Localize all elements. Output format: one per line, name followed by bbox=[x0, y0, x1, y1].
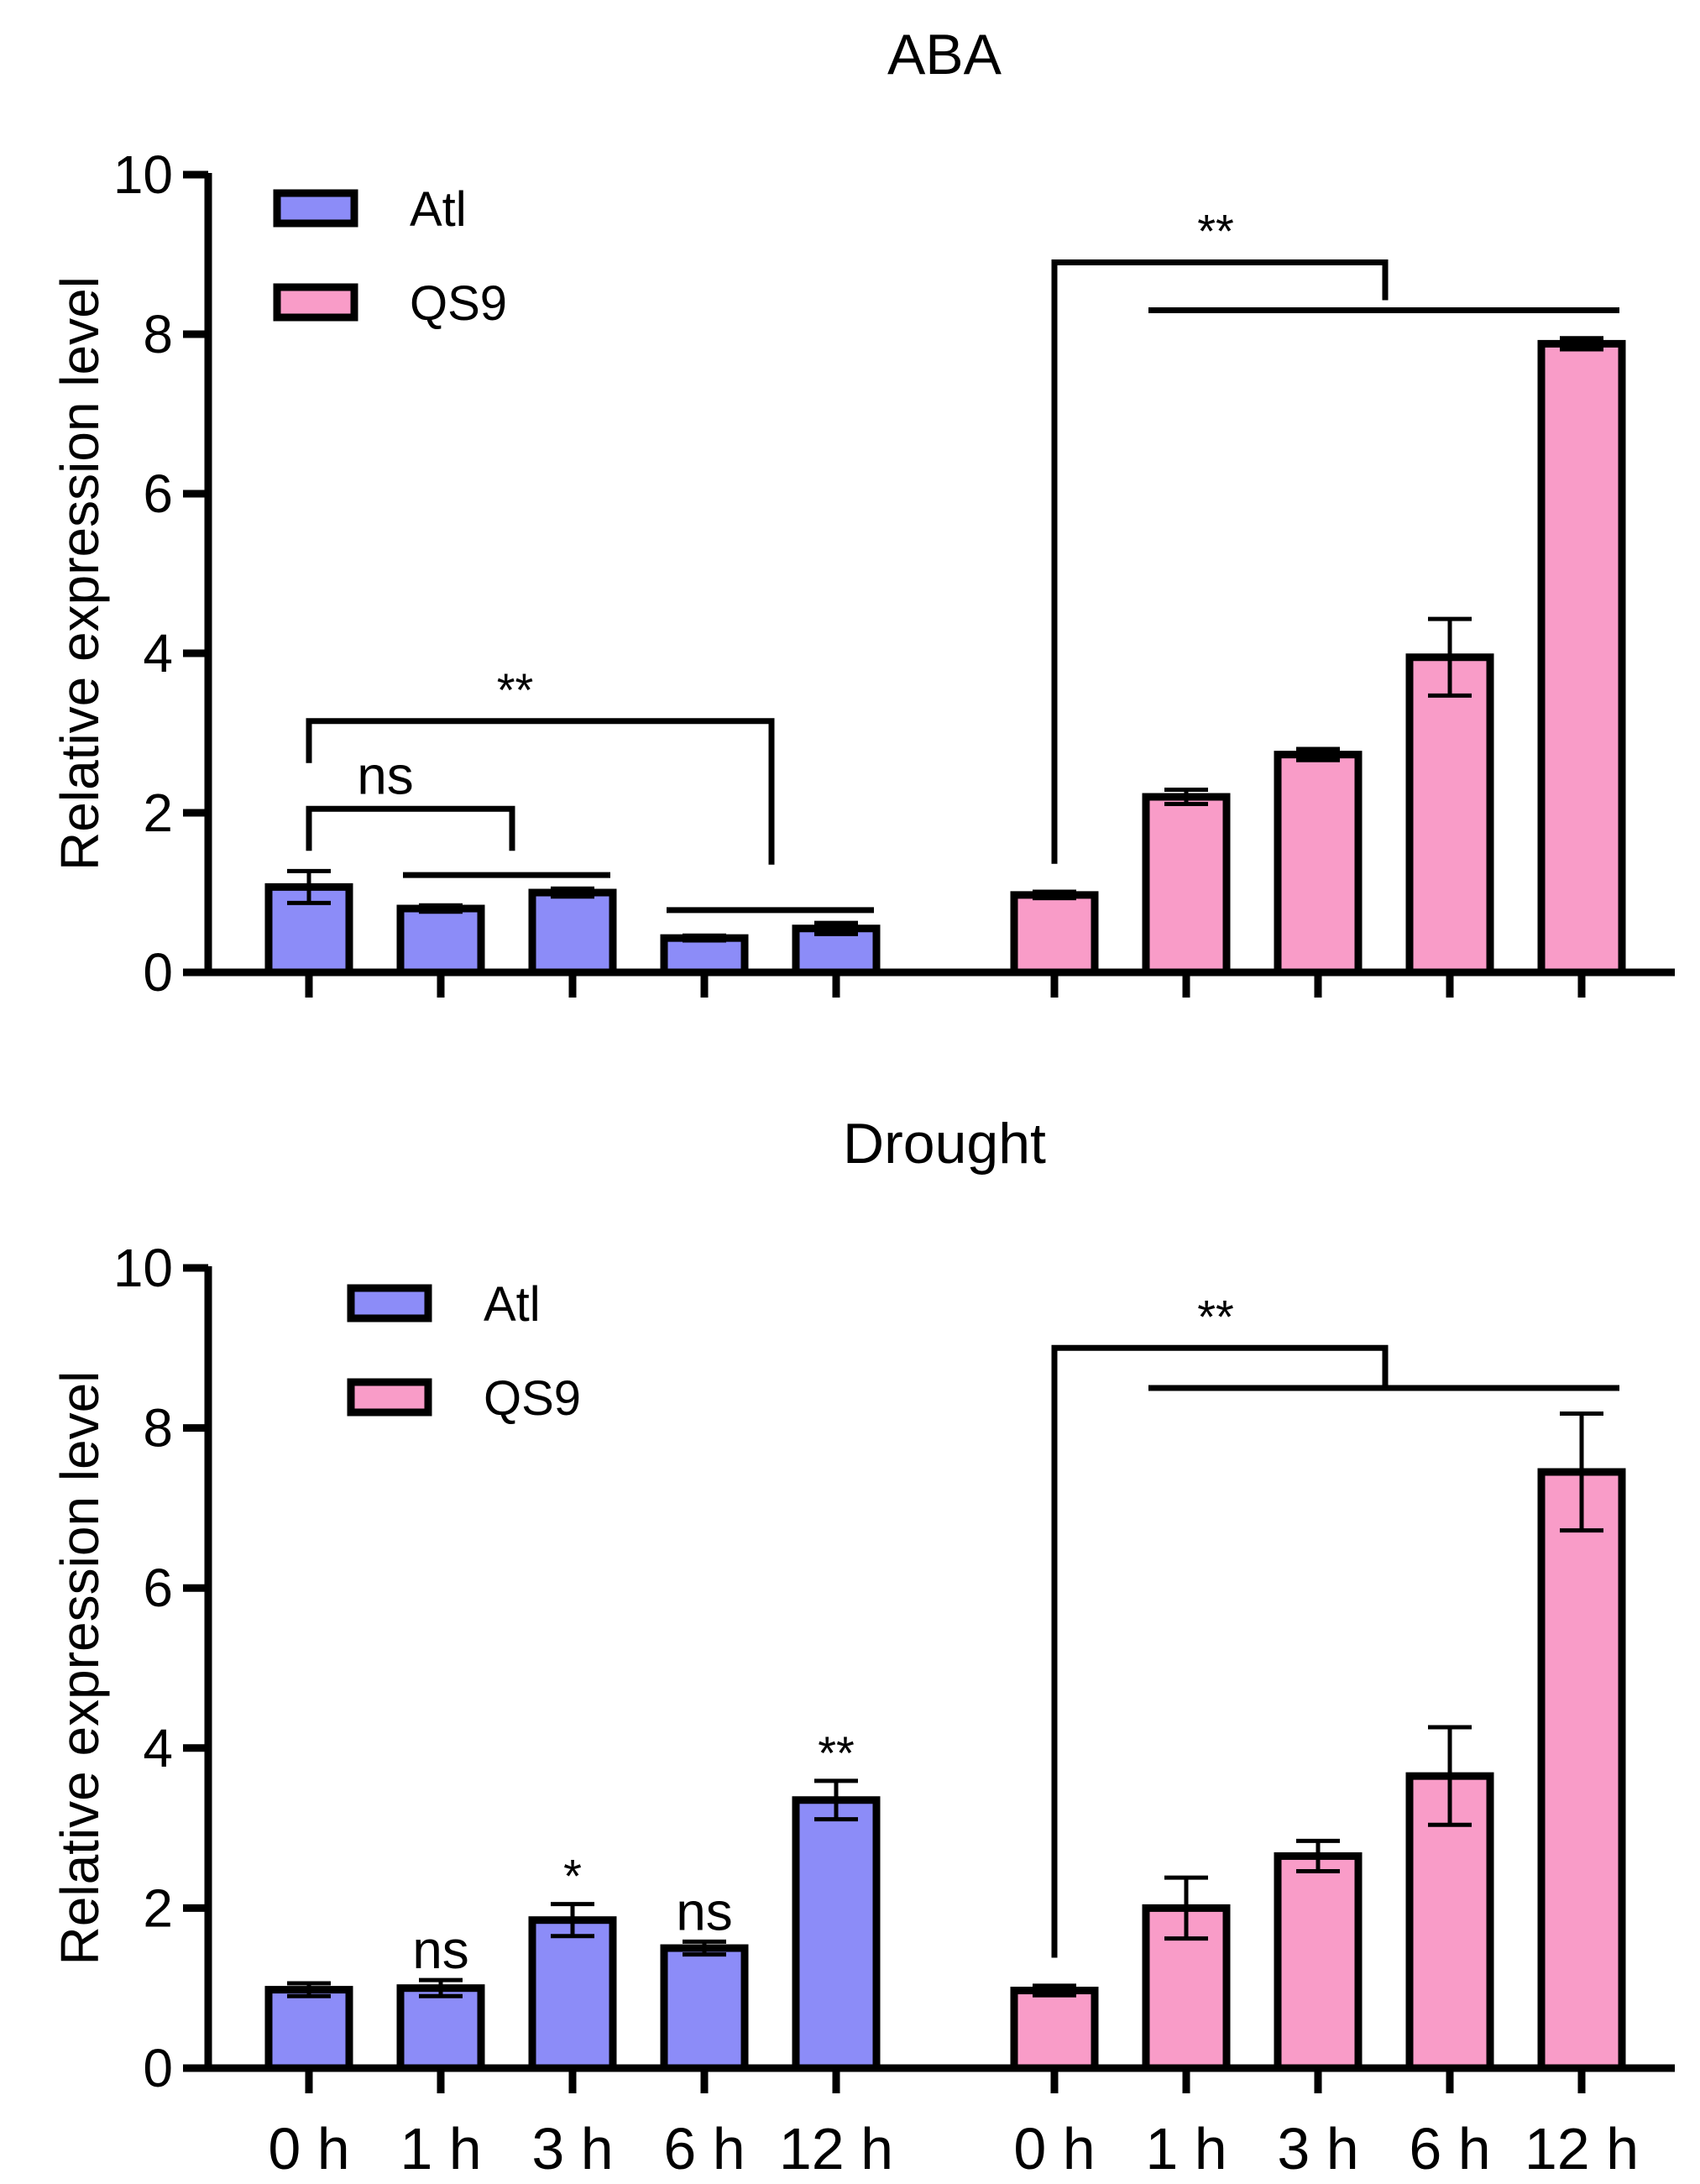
significance-label: ns bbox=[357, 745, 414, 805]
bar-atl-12h bbox=[792, 1796, 881, 2072]
significance-label: ** bbox=[1197, 1290, 1234, 1343]
significance-label: ** bbox=[1197, 205, 1234, 258]
x-tick-label: 3 h bbox=[531, 2116, 613, 2181]
bar-qs9-0h bbox=[1010, 891, 1099, 977]
legend-swatch-atl bbox=[347, 1284, 432, 1322]
bar-atl-0h bbox=[264, 1986, 353, 2072]
bar-qs9-12h bbox=[1537, 339, 1626, 977]
significance-bracket bbox=[1051, 1344, 1389, 1958]
x-tick-label: 6 h bbox=[1409, 2116, 1490, 2181]
significance-label: ns bbox=[412, 1920, 469, 1980]
chart-aba: ABA Relative expression level 0 2 4 6 8 10 ** ns *… bbox=[50, 23, 1675, 1003]
legend-label-atl: Atl bbox=[410, 182, 467, 237]
bar-atl-3h bbox=[528, 1916, 617, 2072]
bar-qs9-0h bbox=[1010, 1987, 1099, 2072]
bar-qs9-1h bbox=[1142, 793, 1231, 977]
significance-bracket bbox=[306, 805, 515, 851]
significance-label: ** bbox=[818, 1726, 855, 1779]
legend-swatch-atl bbox=[273, 189, 358, 228]
legend-swatch-qs9 bbox=[347, 1378, 432, 1417]
y-tick-label: 6 bbox=[143, 1558, 173, 1618]
y-tick-label: 6 bbox=[143, 464, 173, 524]
y-tick-label: 2 bbox=[143, 1878, 173, 1938]
y-tick-label: 8 bbox=[143, 1398, 173, 1459]
x-tick-label: 0 h bbox=[1013, 2116, 1095, 2181]
x-tick-label: 0 h bbox=[268, 2116, 349, 2181]
legend-label-atl: Atl bbox=[484, 1277, 541, 1332]
x-tick-label: 1 h bbox=[400, 2116, 481, 2181]
bar-atl-6h bbox=[660, 934, 749, 977]
bar-qs9-6h bbox=[1405, 653, 1494, 977]
significance-label: ns bbox=[676, 1881, 733, 1941]
legend-label-qs9: QS9 bbox=[410, 276, 507, 331]
x-tick-label: 12 h bbox=[1525, 2116, 1639, 2181]
x-tick-label: 12 h bbox=[779, 2116, 893, 2181]
bar-atl-1h bbox=[396, 1984, 485, 2072]
y-tick-label: 4 bbox=[143, 623, 173, 683]
bar-qs9-3h bbox=[1274, 751, 1363, 977]
y-tick-label: 0 bbox=[143, 2038, 173, 2098]
y-tick-label: 4 bbox=[143, 1718, 173, 1778]
x-tick-label: 1 h bbox=[1145, 2116, 1227, 2181]
chart-title: Drought bbox=[843, 1112, 1046, 1176]
chart-title: ABA bbox=[887, 23, 1002, 86]
bar-qs9-3h bbox=[1274, 1851, 1363, 2072]
y-tick-label: 8 bbox=[143, 304, 173, 364]
bar-atl-6h bbox=[660, 1944, 749, 2072]
significance-label: ** bbox=[497, 663, 534, 716]
bar-atl-3h bbox=[528, 888, 617, 977]
y-axis-label: Relative expression level bbox=[50, 1371, 110, 1966]
y-tick-label: 10 bbox=[113, 1238, 173, 1298]
x-tick-label: 6 h bbox=[663, 2116, 745, 2181]
y-axis-label: Relative expression level bbox=[50, 276, 110, 871]
y-tick-label: 0 bbox=[143, 942, 173, 1003]
x-tick-label: 3 h bbox=[1277, 2116, 1358, 2181]
y-tick-label: 2 bbox=[143, 783, 173, 843]
y-tick-label: 10 bbox=[113, 144, 173, 205]
legend-label-qs9: QS9 bbox=[484, 1371, 581, 1426]
significance-label: * bbox=[563, 1850, 582, 1903]
legend-swatch-qs9 bbox=[273, 283, 358, 322]
significance-bracket bbox=[1051, 259, 1389, 864]
chart-drought: Drought Relative expression level 0 2 4 6 8 10 0… bbox=[50, 1112, 1675, 2181]
bar-atl-1h bbox=[396, 904, 485, 977]
significance-bracket bbox=[306, 718, 775, 865]
bar-qs9-12h bbox=[1537, 1468, 1626, 2072]
